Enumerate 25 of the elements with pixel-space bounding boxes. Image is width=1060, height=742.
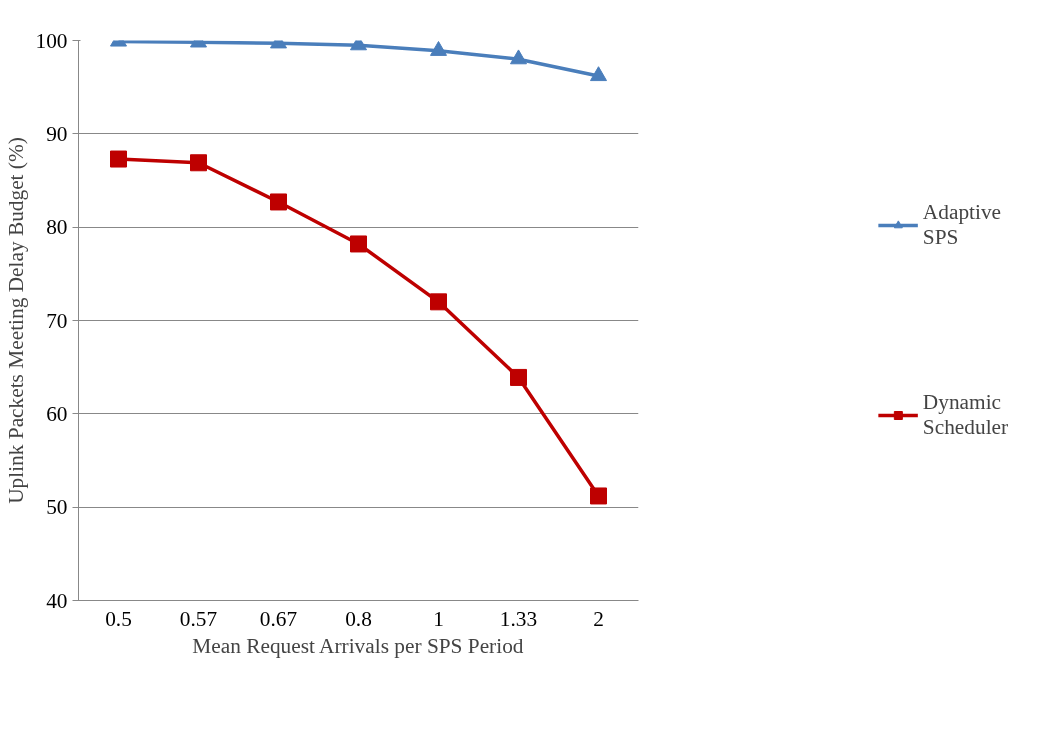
y-tick-label: 40 (46, 588, 68, 613)
legend-label: Dynamic Scheduler (922, 390, 1009, 440)
y-tick-label: 60 (46, 401, 68, 426)
x-tick-label: 1 (433, 606, 444, 631)
y-axis-title: Uplink Packets Meeting Delay Budget (%) (3, 137, 28, 504)
x-tick-label: 2 (593, 606, 604, 631)
point (190, 154, 207, 172)
x-tick-label: 0.8 (345, 606, 372, 631)
x-tick-label: 0.57 (179, 606, 218, 631)
y-tick-label: 50 (46, 495, 68, 520)
point (110, 150, 127, 168)
x-tick-label: 1.33 (499, 606, 538, 631)
point (510, 368, 527, 386)
point (430, 293, 447, 311)
legend-label: Adaptive SPS (922, 200, 1002, 250)
y-tick-label: 80 (46, 215, 68, 240)
y-tick-label: 70 (46, 308, 68, 333)
y-tick-label: 100 (35, 28, 68, 53)
y-tick-label: 90 (46, 121, 68, 146)
point (350, 235, 367, 253)
x-tick-label: 0.5 (105, 606, 132, 631)
x-axis-title: Mean Request Arrivals per SPS Period (192, 633, 524, 658)
point (590, 487, 607, 505)
point (270, 193, 287, 211)
x-tick-label: 0.67 (259, 606, 298, 631)
